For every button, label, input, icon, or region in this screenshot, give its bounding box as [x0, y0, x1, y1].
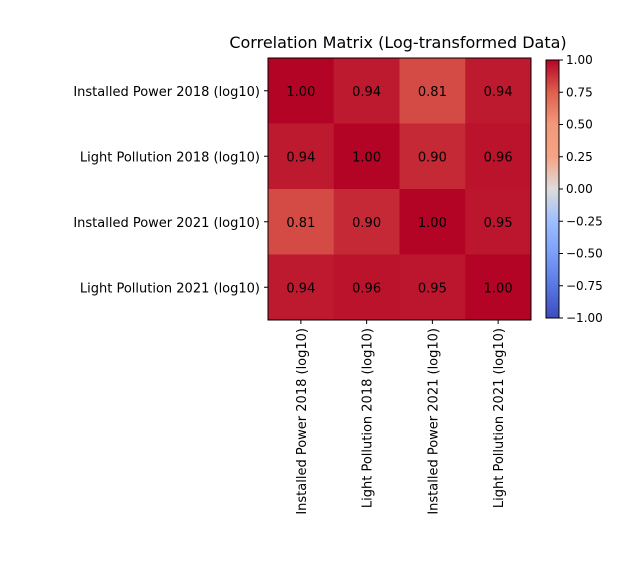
heatmap-cell [333, 58, 400, 124]
column-tick-labels: Installed Power 2018 (log10) Light Pollut… [295, 320, 507, 515]
heatmap-cell [465, 123, 532, 190]
cell-value-label: 1.00 [418, 216, 447, 231]
heatmap-cell [268, 254, 335, 321]
heatmap-cell [465, 58, 532, 124]
row-tick-label: Installed Power 2021 (log10) [73, 216, 260, 231]
row-tick-label: Light Pollution 2018 (log10) [80, 150, 260, 165]
heatmap-cell [465, 254, 532, 321]
colorbar-tick-label: 0.75 [566, 85, 593, 99]
cell-value-label: 0.94 [352, 85, 381, 100]
cell-value-label: 0.94 [484, 85, 513, 100]
heatmap-cell [465, 189, 532, 255]
heatmap-cell [333, 189, 400, 255]
row-tick-labels: Installed Power 2018 (log10) Light Pollut… [73, 85, 268, 296]
colorbar-tick-label: 0.00 [566, 182, 593, 196]
colorbar-tick-label: −0.75 [566, 279, 603, 293]
column-tick-label: Light Pollution 2021 (log10) [492, 328, 507, 508]
cell-value-label: 1.00 [286, 85, 315, 100]
heatmap-cell [399, 189, 466, 255]
cell-value-label: 0.90 [352, 216, 381, 231]
colorbar-tick-label: −0.25 [566, 214, 603, 228]
cell-value-label: 0.96 [352, 281, 381, 296]
cell-value-label: 0.81 [286, 216, 315, 231]
heatmap-cell [333, 123, 400, 190]
cell-value-label: 0.95 [418, 281, 447, 296]
colorbar-tick-label: 0.50 [566, 118, 593, 132]
colorbar [546, 60, 559, 318]
cell-value-label: 1.00 [484, 281, 513, 296]
cell-value-label: 0.95 [484, 216, 513, 231]
heatmap-frame [267, 57, 532, 321]
cell-value-label: 0.96 [484, 150, 513, 165]
column-tick-label: Light Pollution 2018 (log10) [361, 328, 376, 508]
row-tick-label: Light Pollution 2021 (log10) [80, 281, 260, 296]
heatmap-cell [399, 254, 466, 321]
colorbar-ticks: 1.00 0.75 0.50 0.25 0.00 −0.25 −0.50 −0.75 −1.00 [559, 53, 603, 325]
heatmap-cell [268, 58, 335, 124]
colorbar-tick-label: −1.00 [566, 311, 603, 325]
heatmap-cell [399, 123, 466, 190]
cell-value-label: 0.81 [418, 85, 447, 100]
heatmap-cell [268, 123, 335, 190]
colorbar-tick-label: −0.50 [566, 247, 603, 261]
cell-value-label: 0.90 [418, 150, 447, 165]
cell-value-label: 0.94 [286, 281, 315, 296]
heatmap-cell [333, 254, 400, 321]
heatmap-cells: 1.00 0.94 0.81 0.94 0.94 1.00 0.90 0.96 0.81 0.90… [268, 58, 532, 321]
heatmap-cell [268, 189, 335, 255]
row-tick-label: Installed Power 2018 (log10) [73, 85, 260, 100]
column-tick-label: Installed Power 2018 (log10) [295, 328, 310, 515]
colorbar-tick-label: 1.00 [566, 53, 593, 67]
colorbar-tick-label: 0.25 [566, 150, 593, 164]
column-tick-label: Installed Power 2021 (log10) [426, 328, 441, 515]
chart-title: Correlation Matrix (Log-transformed Data… [229, 33, 566, 52]
heatmap-cell [399, 58, 466, 124]
cell-value-label: 0.94 [286, 150, 315, 165]
cell-value-label: 1.00 [352, 150, 381, 165]
